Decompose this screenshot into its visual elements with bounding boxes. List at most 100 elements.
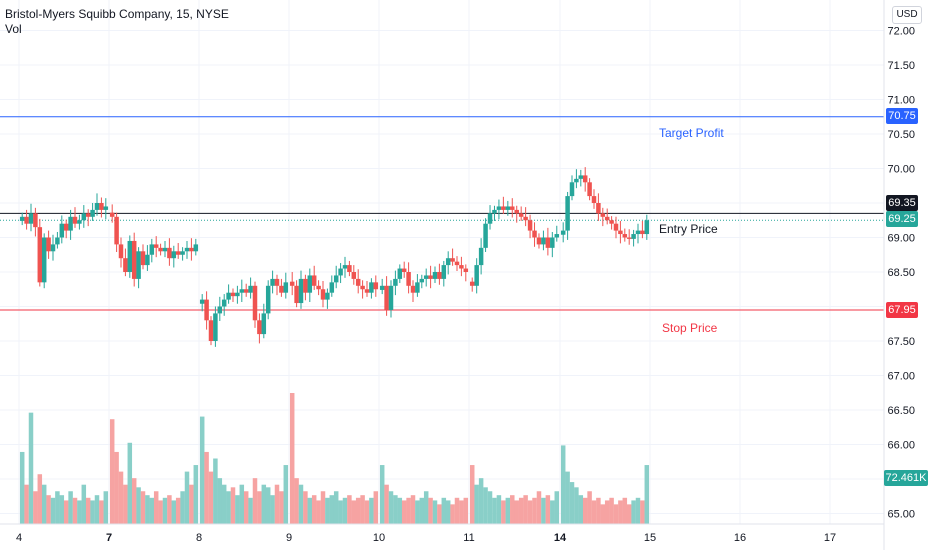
candle-body xyxy=(527,220,533,231)
candle-body xyxy=(469,281,475,286)
candle-body xyxy=(320,289,326,300)
candle-body xyxy=(145,254,150,266)
candle-body xyxy=(289,281,295,286)
candle-body xyxy=(213,313,218,341)
candle-body xyxy=(184,247,190,252)
price-tick-label: 66.50 xyxy=(887,405,915,417)
candle-body xyxy=(90,209,95,217)
price-axis[interactable]: 72.0071.5071.0070.5070.0069.5069.0068.50… xyxy=(887,26,915,521)
volume-bar xyxy=(445,500,451,524)
stop-price-annotation[interactable]: Stop Price xyxy=(662,321,718,335)
price-tick-label: 70.00 xyxy=(887,164,915,176)
candle-body xyxy=(364,289,370,293)
volume-bar xyxy=(243,491,249,524)
volume-bar xyxy=(283,465,289,524)
candle-body xyxy=(307,275,313,293)
candle-body xyxy=(85,213,91,217)
volume-bar xyxy=(118,471,124,524)
volume-bar xyxy=(24,484,29,524)
candle-body xyxy=(514,209,519,214)
candle-body xyxy=(257,320,262,335)
volume-bar xyxy=(459,500,464,524)
candle-body xyxy=(541,237,546,245)
candle-body xyxy=(158,247,163,252)
volume-bar xyxy=(217,478,223,524)
candle-body xyxy=(635,230,641,235)
volume-bar xyxy=(316,500,321,524)
volume-bar xyxy=(373,491,379,524)
volume-bar xyxy=(37,474,43,524)
candle-body xyxy=(99,203,104,210)
candle-body xyxy=(50,244,56,252)
volume-bar xyxy=(338,500,343,524)
candle-body xyxy=(28,213,34,224)
candle-body xyxy=(279,285,284,293)
price-tick-label: 71.50 xyxy=(887,60,915,72)
symbol-title[interactable]: Bristol-Myers Squibb Company, 15, NYSE xyxy=(5,7,229,21)
time-axis[interactable]: 4 7 8 9 10 11 14 15 16 17 xyxy=(16,532,836,544)
price-tick-label: 70.50 xyxy=(887,129,915,141)
candle-body xyxy=(136,251,141,279)
currency-button[interactable]: USD xyxy=(892,6,922,24)
volume-bar xyxy=(510,495,515,524)
volume-bar xyxy=(158,500,163,524)
entry-price-annotation[interactable]: Entry Price xyxy=(659,222,718,236)
time-tick-label: 9 xyxy=(286,532,292,544)
candle-body xyxy=(618,230,623,235)
volume-bar xyxy=(450,504,455,524)
volume-bar xyxy=(469,465,475,524)
candle-body xyxy=(311,275,317,286)
candle-body xyxy=(483,223,488,248)
candlesticks xyxy=(19,167,650,347)
candle-body xyxy=(208,320,214,341)
volume-bar xyxy=(360,495,365,524)
candle-body xyxy=(270,278,275,286)
candle-body xyxy=(565,196,570,231)
volume-bar xyxy=(109,419,115,524)
candle-body xyxy=(329,282,335,293)
candle-body xyxy=(274,278,280,286)
price-tick-label: 68.50 xyxy=(887,267,915,279)
volume-bar xyxy=(184,471,190,524)
volume-bar xyxy=(505,497,511,524)
time-tick-label: 14 xyxy=(554,532,567,544)
volume-bar xyxy=(550,500,555,524)
volume-bar xyxy=(532,497,537,524)
candle-body xyxy=(604,216,610,221)
target-profit-annotation[interactable]: Target Profit xyxy=(659,126,724,140)
candle-body xyxy=(459,265,464,269)
candle-body xyxy=(510,206,515,210)
candle-body xyxy=(591,196,597,203)
volume-bar xyxy=(554,491,560,524)
chart-legend: Bristol-Myers Squibb Company, 15, NYSE V… xyxy=(5,7,229,37)
candle-body xyxy=(419,278,425,283)
volume-bar xyxy=(294,478,299,524)
candle-body xyxy=(644,220,650,235)
candle-body xyxy=(640,230,645,235)
volume-bar xyxy=(487,491,493,524)
time-tick-label: 4 xyxy=(16,532,22,544)
volume-bar xyxy=(393,495,398,524)
volume-bar xyxy=(204,451,209,524)
volume-bar xyxy=(587,491,592,524)
volume-bar xyxy=(569,482,575,524)
volume-bar xyxy=(81,484,87,524)
volume-bar xyxy=(622,497,628,524)
volume-bar xyxy=(527,500,533,524)
candle-body xyxy=(622,234,628,238)
volume-bar xyxy=(85,497,91,524)
volume-bar xyxy=(501,500,506,524)
time-tick-label: 8 xyxy=(196,532,202,544)
candle-body xyxy=(294,285,299,304)
candle-body xyxy=(487,213,493,224)
candle-body xyxy=(243,289,249,293)
candle-body xyxy=(369,282,374,293)
volume-bar xyxy=(213,458,218,524)
volume-bar xyxy=(303,491,308,524)
candle-body xyxy=(518,213,524,217)
candle-body xyxy=(175,251,181,255)
time-tick-label: 15 xyxy=(644,532,656,544)
volume-legend-label[interactable]: Vol xyxy=(5,22,22,36)
candle-body xyxy=(180,251,185,255)
